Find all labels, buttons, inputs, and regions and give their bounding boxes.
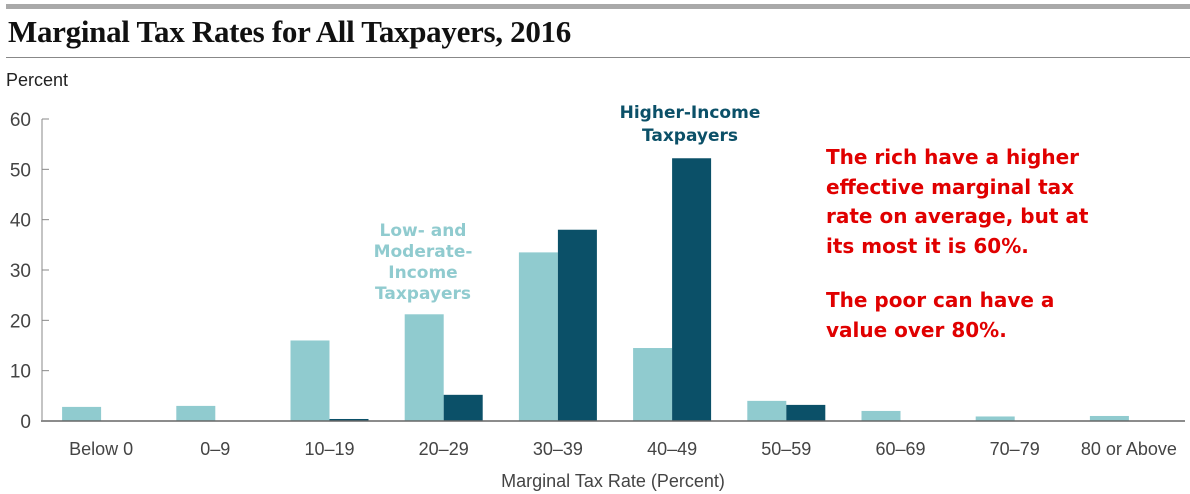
chart-title: Marginal Tax Rates for All Taxpayers, 20…: [8, 14, 571, 49]
x-tick-label: 50–59: [761, 439, 811, 459]
x-tick-label: 60–69: [875, 439, 925, 459]
x-tick-label: 10–19: [304, 439, 354, 459]
bar-low-moderate-income: [633, 348, 673, 421]
x-tick-label: 40–49: [647, 439, 697, 459]
x-tick-label: 70–79: [990, 439, 1040, 459]
top-rule: [6, 4, 1190, 9]
y-tick-label: 20: [10, 311, 31, 332]
x-tick-label: 20–29: [419, 439, 469, 459]
y-tick-label: 10: [10, 362, 31, 383]
series-label-low-moderate-income: Moderate-: [374, 242, 473, 262]
series-label-low-moderate-income: Taxpayers: [375, 284, 471, 304]
bar-higher-income: [786, 404, 826, 421]
x-tick-label: 0–9: [200, 439, 230, 459]
annotation-rich: The rich have a higher effective margina…: [826, 143, 1186, 261]
bar-low-moderate-income: [975, 416, 1015, 421]
x-tick-label: 30–39: [533, 439, 583, 459]
bar-low-moderate-income: [62, 406, 102, 421]
bar-low-moderate-income: [404, 314, 444, 421]
y-tick-label: 50: [10, 160, 31, 181]
bar-higher-income: [329, 418, 369, 421]
title-rule: [6, 57, 1190, 58]
series-label-higher-income: Higher-Income: [620, 103, 761, 123]
bar-low-moderate-income: [861, 410, 901, 421]
y-axis-title: Percent: [6, 70, 68, 90]
annotation-line: its most it is 60%.: [826, 233, 1029, 258]
bar-low-moderate-income: [1089, 415, 1129, 421]
y-tick-label: 40: [10, 211, 31, 232]
bar-higher-income: [672, 158, 712, 421]
bar-low-moderate-income: [290, 340, 330, 421]
annotation-line: The poor can have a: [826, 288, 1055, 312]
x-tick-label: 80 or Above: [1081, 439, 1177, 459]
x-tick-label: Below 0: [69, 439, 133, 459]
annotation-line: rate on average, but at: [826, 204, 1089, 228]
annotation-poor: The poor can have a value over 80%.: [826, 286, 1186, 345]
annotation-line: value over 80%.: [826, 317, 1007, 342]
bar-higher-income: [557, 229, 597, 421]
annotation-line: effective marginal tax: [826, 174, 1075, 199]
bar-higher-income: [443, 394, 483, 421]
series-label-low-moderate-income: Income: [388, 263, 457, 283]
y-tick-label: 0: [20, 412, 31, 433]
bar-low-moderate-income: [747, 400, 787, 421]
bar-low-moderate-income: [518, 252, 558, 421]
series-label-low-moderate-income: Low- and: [380, 221, 467, 241]
y-tick-label: 60: [10, 110, 31, 131]
series-label-higher-income: Taxpayers: [642, 126, 738, 146]
bar-low-moderate-income: [176, 405, 216, 421]
x-axis-title: Marginal Tax Rate (Percent): [501, 471, 725, 491]
annotation-line: The rich have a higher: [826, 145, 1080, 169]
y-tick-label: 30: [10, 261, 31, 282]
